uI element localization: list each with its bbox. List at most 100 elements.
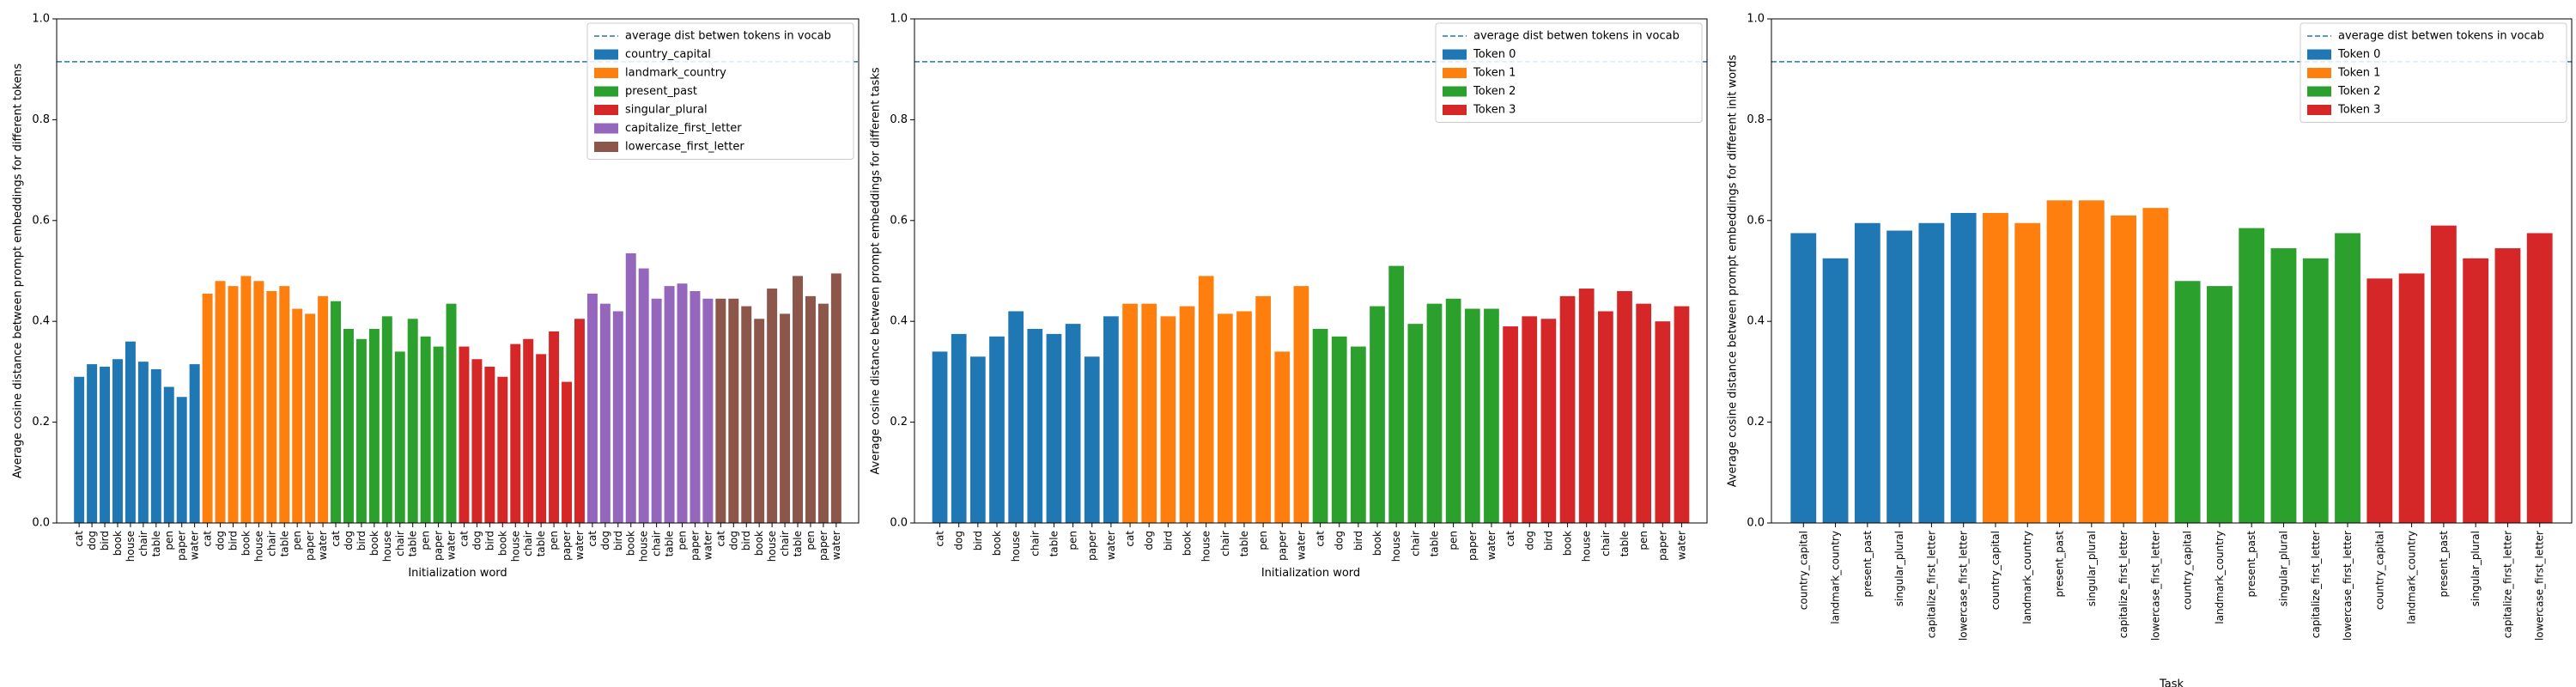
bar-landmark_country-table [279,286,290,523]
bar-Token 2-capitalize_first_letter [2302,258,2329,523]
bar-singular_plural-book [497,376,508,523]
bar-lowercase_first_letter-water [830,273,841,523]
bar-Token 1-dog [1141,303,1157,523]
bar-Token 3-singular_plural [2463,258,2489,523]
x-tick-label: capitalize_first_letter [1925,531,1937,638]
x-tick-label: paper [304,531,316,561]
legend-swatch [1443,68,1467,78]
x-tick-label: capitalize_first_letter [2117,531,2129,638]
x-tick-label: cat [1315,531,1327,547]
bar-present_past-dog [343,329,354,523]
x-tick-label: pen [163,531,175,550]
legend-label: Token 2 [1473,85,1516,98]
bar-present_past-table [407,319,418,523]
x-tick-label: paper [689,531,701,561]
legend-swatch [2307,49,2331,60]
x-tick-label: dog [1523,531,1535,550]
y-tick-label: 1.0 [1747,13,1765,26]
x-tick-label: landmark_country [2214,531,2226,624]
bar-capitalize_first_letter-bird [612,311,623,523]
x-tick-label: lowercase_first_letter [2534,531,2546,641]
bar-capitalize_first_letter-dog [599,303,611,523]
y-tick-label: 0.2 [32,416,50,429]
bar-country_capital-book [112,359,123,523]
x-tick-label: book [753,531,765,556]
legend-label: Token 0 [2337,48,2380,61]
bar-Token 2-cat [1312,329,1328,523]
x-tick-label: pen [291,531,303,550]
bar-Token 2-singular_plural [2270,248,2297,523]
x-tick-label: book [1371,531,1383,556]
y-tick-label: 1.0 [32,13,50,26]
legend-box [2300,22,2567,123]
legend-swatch [594,86,618,97]
x-tick-label: house [638,531,650,562]
bar-Token 2-country_capital [2174,281,2201,523]
legend-swatch [594,105,618,115]
x-tick-label: paper [1276,531,1288,561]
bar-Token 3-country_capital [2366,278,2393,523]
bar-Token 0-singular_plural [1886,230,1913,523]
legend-label: landmark_country [625,67,726,80]
x-tick-label: water [574,531,586,560]
bar-Token 2-house [1388,265,1405,523]
y-tick-label: 0.6 [1747,214,1765,227]
x-tick-label: dog [343,531,355,550]
bar-lowercase_first_letter-chair [780,313,791,523]
x-tick-label: chair [137,531,149,556]
x-axis-label: Task [2159,678,2184,687]
x-tick-label: house [766,531,778,562]
x-tick-label: landmark_country [1830,531,1842,624]
bar-country_capital-paper [176,397,187,523]
bar-country_capital-table [150,368,161,523]
x-tick-label: dog [1143,531,1155,550]
bar-Token 0-pen [1065,324,1081,523]
legend-label: Token 1 [1473,67,1516,80]
x-tick-label: country_capital [1990,531,2002,610]
bar-country_capital-water [189,364,200,523]
y-tick-label: 0.4 [890,315,908,328]
x-tick-label: lowercase_first_letter [2149,531,2161,641]
bar-Token 1-capitalize_first_letter [2111,215,2136,523]
x-axis-label: Initialization word [408,567,507,580]
x-tick-label: dog [1334,531,1346,550]
legend-swatch [594,123,618,134]
bar-Token 2-bird [1351,346,1366,523]
x-tick-label: pen [1257,531,1269,550]
x-tick-label: paper [433,531,445,561]
x-tick-label: book [1182,531,1194,556]
bar-Token 2-lowercase_first_letter [2335,233,2360,523]
x-tick-label: book [625,531,637,556]
axes-frame [56,18,860,524]
x-tick-label: bird [99,531,111,550]
legend-label: average dist betwen tokens in vocab [625,30,831,43]
chart-panel-3: country_capital landmark_country present_p… [1727,13,2573,687]
bar-Token 0-table [1046,333,1062,524]
y-axis-label: Average cosine distance between prompt e… [12,64,25,478]
bar-Token 3-pen [1636,303,1652,523]
x-tick-label: paper [1656,531,1668,561]
legend: average dist betwen tokens in vocab count… [586,22,854,160]
x-tick-label: bird [355,531,368,550]
x-tick-label: landmark_country [2021,531,2033,624]
x-tick-label: cat [586,531,598,547]
x-tick-label: water [1485,531,1498,560]
bar-singular_plural-pen [549,331,560,523]
bar-present_past-water [446,303,457,523]
bar-country_capital-house [125,341,136,523]
legend-label: lowercase_first_letter [625,141,744,154]
x-tick-label: dog [727,531,739,550]
bar-singular_plural-paper [562,381,573,523]
x-tick-label: paper [1086,531,1098,561]
x-tick-label: book [496,531,508,556]
y-axis-label: Average cosine distance between prompt e… [870,67,883,474]
x-tick-label: house [125,531,137,562]
x-tick-label: paper [561,531,573,561]
legend-swatch [1443,105,1467,115]
bar-Token 1-bird [1160,316,1176,523]
x-tick-label: table [1619,531,1631,556]
bar-Token 3-capitalize_first_letter [2494,248,2521,523]
x-tick-label: book [368,531,380,556]
x-tick-label: dog [86,531,98,550]
bar-Token 3-water [1674,306,1690,523]
